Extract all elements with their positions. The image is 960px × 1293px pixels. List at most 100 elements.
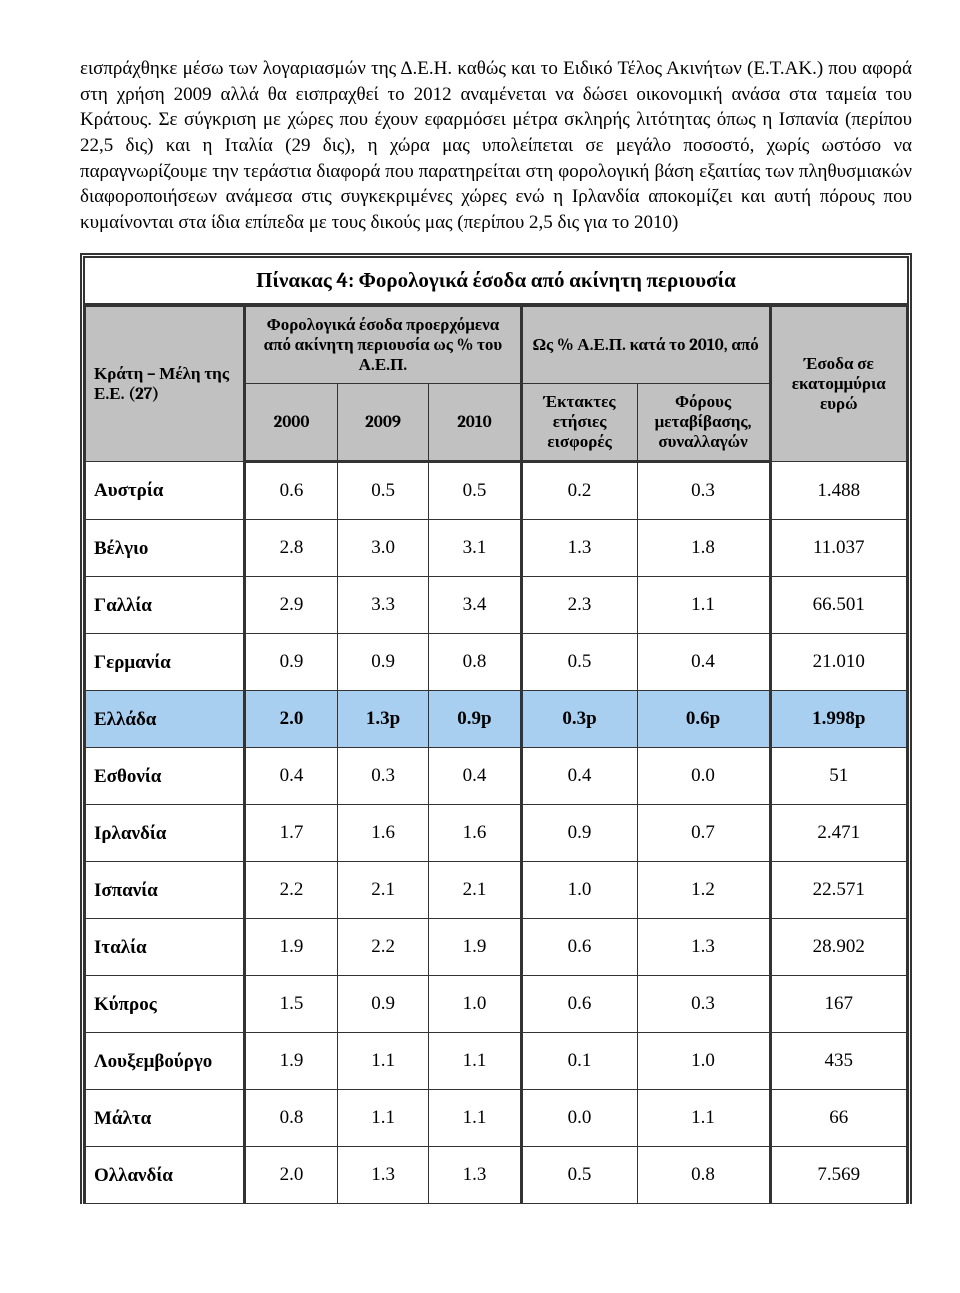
cell-value: 0.0 [637,748,770,805]
table-row: Ολλανδία2.01.31.30.50.87.569 [86,1147,907,1204]
cell-value: 0.0 [521,1090,637,1147]
cell-value: 0.5 [521,1147,637,1204]
cell-value: 1.6 [337,805,429,862]
cell-value: 1.3 [637,919,770,976]
cell-value: 0.3 [337,748,429,805]
cell-value: 0.6 [245,462,338,520]
header-income: Έσοδα σε εκατομμύρια ευρώ [770,307,906,462]
cell-value: 435 [770,1033,906,1090]
cell-value: 1.488 [770,462,906,520]
table-row: Λουξεμβούργο1.91.11.10.11.0435 [86,1033,907,1090]
cell-value: 66 [770,1090,906,1147]
header-country: Κράτη – Μέλη της Ε.Ε. (27) [86,307,245,462]
cell-value: 1.0 [637,1033,770,1090]
cell-value: 3.1 [429,520,521,577]
cell-value: 167 [770,976,906,1033]
cell-value: 1.0 [429,976,521,1033]
table-row: Κύπρος1.50.91.00.60.3167 [86,976,907,1033]
cell-value: 2.9 [245,577,338,634]
cell-country: Ιταλία [86,919,245,976]
cell-value: 1.1 [429,1090,521,1147]
cell-value: 22.571 [770,862,906,919]
intro-paragraph: εισπράχθηκε μέσω των λογαριασμών της Δ.Ε… [80,56,912,235]
cell-value: 21.010 [770,634,906,691]
cell-country: Γαλλία [86,577,245,634]
cell-value: 1.0 [521,862,637,919]
cell-value: 1.998p [770,691,906,748]
cell-value: 3.3 [337,577,429,634]
cell-value: 0.8 [245,1090,338,1147]
cell-value: 1.3p [337,691,429,748]
table-body: Αυστρία0.60.50.50.20.31.488Βέλγιο2.83.03… [86,462,907,1204]
cell-country: Ολλανδία [86,1147,245,1204]
cell-value: 0.8 [637,1147,770,1204]
cell-value: 0.8 [429,634,521,691]
cell-value: 1.1 [337,1033,429,1090]
header-transfer: Φόρους μεταβίβασης, συναλλαγών [637,384,770,462]
header-2009: 2009 [337,384,429,462]
table-row: Ελλάδα2.01.3p0.9p0.3p0.6p1.998p [86,691,907,748]
cell-value: 11.037 [770,520,906,577]
cell-country: Μάλτα [86,1090,245,1147]
cell-value: 3.4 [429,577,521,634]
cell-value: 1.1 [337,1090,429,1147]
header-2000: 2000 [245,384,338,462]
cell-value: 0.9 [521,805,637,862]
cell-country: Βέλγιο [86,520,245,577]
cell-country: Ελλάδα [86,691,245,748]
cell-value: 0.9 [337,976,429,1033]
cell-value: 0.4 [521,748,637,805]
table-row: Γερμανία0.90.90.80.50.421.010 [86,634,907,691]
cell-value: 2.0 [245,1147,338,1204]
cell-value: 0.7 [637,805,770,862]
cell-value: 0.6 [521,976,637,1033]
cell-value: 1.1 [637,577,770,634]
cell-value: 2.2 [337,919,429,976]
header-annual: Έκτακτες ετήσιες εισφορές [521,384,637,462]
cell-value: 1.3 [429,1147,521,1204]
cell-value: 1.1 [429,1033,521,1090]
cell-value: 1.6 [429,805,521,862]
cell-value: 51 [770,748,906,805]
table-row: Γαλλία2.93.33.42.31.166.501 [86,577,907,634]
header-group-gdp: Φορολογικά έσοδα προερχόμενα από ακίνητη… [245,307,521,384]
cell-country: Αυστρία [86,462,245,520]
cell-country: Κύπρος [86,976,245,1033]
cell-value: 1.9 [245,919,338,976]
cell-value: 1.8 [637,520,770,577]
cell-value: 0.3p [521,691,637,748]
cell-value: 0.9 [337,634,429,691]
table-row: Ισπανία2.22.12.11.01.222.571 [86,862,907,919]
cell-value: 28.902 [770,919,906,976]
cell-value: 0.5 [429,462,521,520]
header-group-2010: Ως % Α.Ε.Π. κατά το 2010, από [521,307,770,384]
cell-value: 2.2 [245,862,338,919]
cell-value: 2.1 [429,862,521,919]
cell-country: Ισπανία [86,862,245,919]
cell-value: 1.5 [245,976,338,1033]
cell-value: 0.6 [521,919,637,976]
cell-value: 1.1 [637,1090,770,1147]
table-container: Πίνακας 4: Φορολογικά έσοδα από ακίνητη … [80,253,912,1204]
cell-value: 1.3 [337,1147,429,1204]
table-row: Ιρλανδία1.71.61.60.90.72.471 [86,805,907,862]
cell-value: 1.9 [245,1033,338,1090]
header-2010: 2010 [429,384,521,462]
cell-value: 66.501 [770,577,906,634]
table-title: Πίνακας 4: Φορολογικά έσοδα από ακίνητη … [85,258,907,306]
cell-country: Λουξεμβούργο [86,1033,245,1090]
cell-value: 0.3 [637,976,770,1033]
cell-value: 7.569 [770,1147,906,1204]
cell-value: 1.9 [429,919,521,976]
table-row: Ιταλία1.92.21.90.61.328.902 [86,919,907,976]
tax-table: Κράτη – Μέλη της Ε.Ε. (27) Φορολογικά έσ… [85,306,907,1204]
table-row: Βέλγιο2.83.03.11.31.811.037 [86,520,907,577]
cell-value: 0.5 [337,462,429,520]
cell-value: 0.3 [637,462,770,520]
cell-value: 1.7 [245,805,338,862]
cell-value: 0.5 [521,634,637,691]
cell-value: 3.0 [337,520,429,577]
cell-value: 2.471 [770,805,906,862]
table-row: Μάλτα0.81.11.10.01.166 [86,1090,907,1147]
cell-value: 1.2 [637,862,770,919]
